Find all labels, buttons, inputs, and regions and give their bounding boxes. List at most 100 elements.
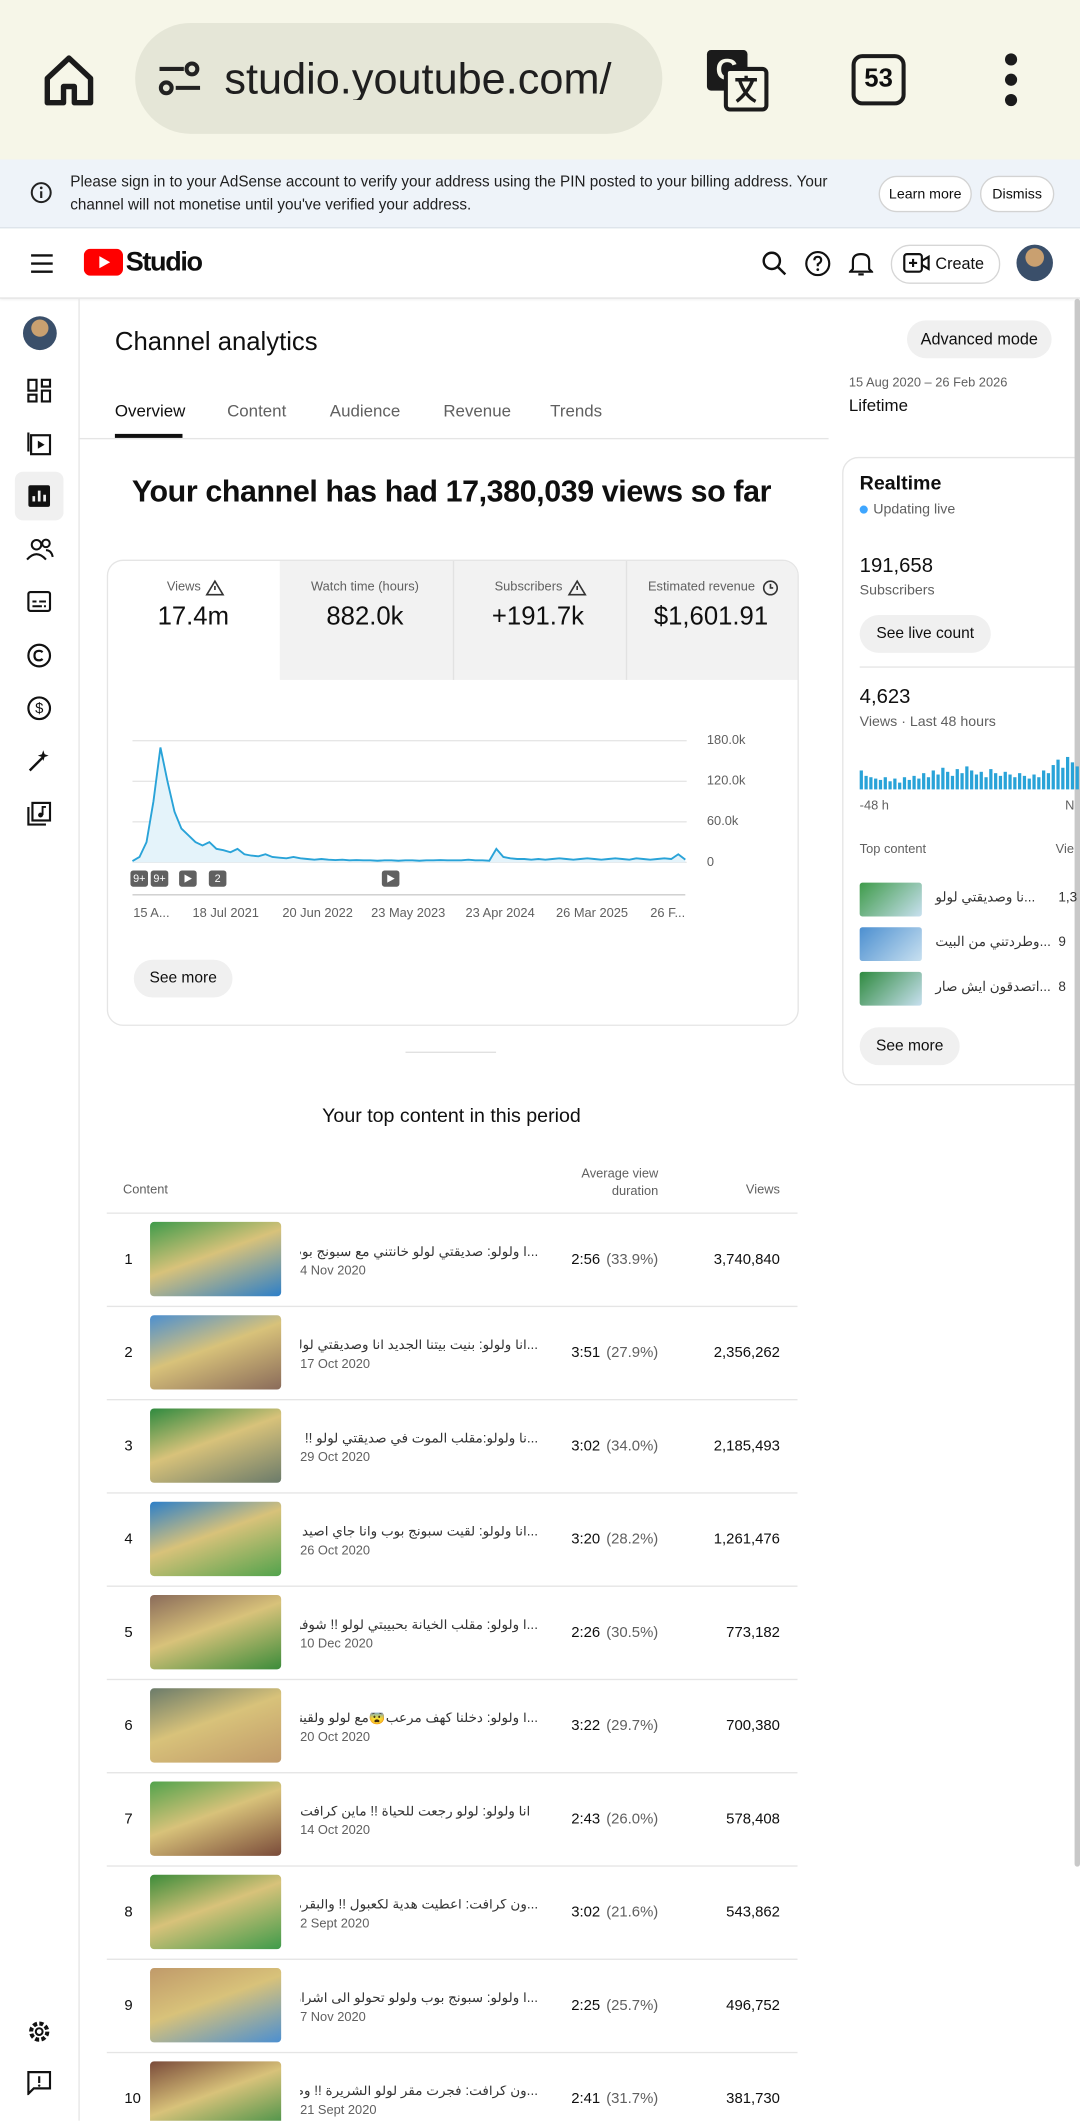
realtime-see-more[interactable]: See more: [859, 1027, 960, 1066]
studio-logo-text[interactable]: Studio: [125, 247, 203, 278]
video-thumbnail[interactable]: [150, 1967, 282, 2042]
url-bar[interactable]: [135, 22, 663, 134]
video-thumbnail[interactable]: [150, 1221, 282, 1296]
url-text[interactable]: studio.youtube.com/: [224, 56, 612, 101]
period[interactable]: Lifetime: [848, 396, 909, 415]
rank: 2: [124, 1344, 133, 1361]
realtime-bar: [912, 775, 916, 790]
video-title[interactable]: ...ون كرافت: فجرت مقر لولو الشريرة !! وص…: [300, 2084, 538, 2099]
metric-value[interactable]: 882.0k: [326, 602, 404, 632]
video-title[interactable]: ...ا ولولو: مقلب الخيانة بحبيبتي لولو !!…: [300, 1618, 538, 1633]
rank: 3: [124, 1437, 133, 1454]
video-thumbnail[interactable]: [150, 1687, 282, 1762]
content-icon[interactable]: [27, 431, 52, 456]
annotation-box: [208, 870, 227, 887]
metric-label[interactable]: Views: [166, 579, 201, 595]
realtime-bar: [989, 769, 993, 790]
realtime-bar: [984, 777, 988, 790]
create-button[interactable]: [890, 244, 1001, 284]
subtitles-icon[interactable]: [27, 590, 52, 613]
video-thumbnail[interactable]: [150, 1874, 282, 1949]
metric-label[interactable]: Estimated revenue: [647, 579, 756, 595]
tab[interactable]: Overview: [114, 401, 186, 421]
video-views: 1,261,476: [713, 1530, 780, 1548]
home-button[interactable]: [41, 51, 98, 108]
tab[interactable]: Audience: [329, 401, 401, 421]
settings-icon[interactable]: [27, 2019, 51, 2043]
live-count-button[interactable]: See live count: [859, 615, 991, 653]
help-button[interactable]: [804, 250, 831, 277]
metric-label[interactable]: Watch time (hours): [310, 579, 419, 595]
video-title[interactable]: ...ا ولولو: دخلنا كهف مرعب😨مع لولو ولقين…: [300, 1711, 538, 1726]
realtime-bar: [1008, 774, 1012, 790]
date-range[interactable]: 15 Aug 2020 – 26 Feb 2026: [848, 375, 1008, 391]
tab-count-box[interactable]: 53: [851, 54, 906, 106]
advanced-mode-button[interactable]: Advanced mode: [906, 320, 1052, 359]
audio-library-icon[interactable]: [27, 801, 52, 826]
item-thumbnail[interactable]: [859, 882, 922, 917]
metric-tab-bg[interactable]: [279, 560, 798, 680]
feedback-icon[interactable]: [27, 2071, 52, 2096]
menu-button[interactable]: [1000, 51, 1022, 108]
x-tick-label: 23 May 2023: [371, 905, 445, 920]
video-title[interactable]: ...ا ولولو: سبونج بوب ولولو تحولو الى اش…: [300, 1991, 538, 2006]
metric-value[interactable]: 17.4m: [157, 602, 229, 632]
analytics-icon[interactable]: [27, 484, 51, 508]
dashboard-icon[interactable]: [27, 378, 52, 403]
video-title[interactable]: ...انا ولولو: بنيت بيتنا الجديد انا وصدي…: [300, 1338, 538, 1353]
video-thumbnail[interactable]: [150, 1314, 282, 1389]
metric-value[interactable]: +191.7k: [491, 602, 585, 632]
item-thumbnail[interactable]: [859, 927, 922, 962]
metric-value[interactable]: $1,601.91: [653, 602, 769, 632]
row-divider: [106, 1585, 798, 1587]
row-divider: [106, 1865, 798, 1867]
dismiss-button[interactable]: Dismiss: [979, 175, 1055, 213]
video-thumbnail[interactable]: [150, 1407, 282, 1483]
item-views: 8: [1058, 979, 1066, 995]
notifications-button[interactable]: [848, 250, 874, 277]
video-thumbnail[interactable]: [150, 1780, 282, 1856]
account-avatar[interactable]: [1016, 244, 1053, 282]
copyright-icon[interactable]: [27, 643, 52, 668]
create-label[interactable]: Create: [935, 254, 985, 274]
video-thumbnail[interactable]: [150, 1594, 282, 1669]
realtime-bar: [960, 773, 964, 790]
item-title[interactable]: ...وطردتني من البيت: [935, 935, 1051, 951]
learn-more-button[interactable]: Learn more: [878, 175, 972, 213]
community-icon[interactable]: [26, 537, 54, 561]
video-date: 7 Nov 2020: [300, 2009, 366, 2025]
video-title[interactable]: ...ا ولولو: صديقتي لولو خانتني مع سبونج …: [300, 1245, 538, 1260]
site-settings-icon[interactable]: [157, 59, 203, 97]
video-title[interactable]: ...انا ولولو: لقيت سبونج بوب وانا جاي اص…: [300, 1525, 538, 1539]
avg-duration: 2:41: [571, 2090, 601, 2107]
video-thumbnail[interactable]: [150, 1501, 282, 1576]
see-more-button[interactable]: See more: [133, 959, 233, 998]
youtube-logo[interactable]: [83, 248, 124, 276]
item-title[interactable]: ...نا وصديقتي لولو: [935, 890, 1036, 906]
realtime-bar: [878, 779, 883, 790]
avg-percent: (34.0%): [606, 1437, 659, 1454]
x-tick-label: 26 Mar 2025: [556, 905, 628, 920]
column-header: Average view duration: [581, 1166, 659, 1199]
realtime-bar: [883, 777, 887, 790]
tab[interactable]: Revenue: [443, 401, 512, 421]
tab[interactable]: Trends: [550, 401, 603, 421]
metric-label[interactable]: Subscribers: [494, 579, 563, 595]
item-thumbnail[interactable]: [859, 971, 922, 1006]
hamburger-menu[interactable]: [30, 253, 54, 275]
channel-avatar[interactable]: [22, 316, 57, 351]
earn-icon[interactable]: $: [27, 696, 52, 721]
video-title[interactable]: ...نا ولولو:مقلب الموت في صديقتي لولو !!…: [300, 1432, 538, 1446]
video-thumbnail[interactable]: [150, 2060, 282, 2121]
video-title[interactable]: انا ولولو: لولو رجعت للحياة !! ماين كراف…: [300, 1805, 531, 1819]
video-views: 773,182: [726, 1624, 780, 1641]
customisation-icon[interactable]: [27, 749, 51, 773]
video-title[interactable]: ...ون كرافت: اعطيت هدية لكعبول !! والبقر…: [300, 1898, 538, 1912]
live-status: Updating live: [873, 501, 956, 518]
item-title[interactable]: ...اتصدقون ايش صار: [935, 979, 1051, 995]
search-button[interactable]: [761, 250, 788, 277]
avg-duration: 2:26: [571, 1624, 601, 1641]
translate-icon[interactable]: G: [704, 47, 769, 112]
tab[interactable]: Content: [227, 401, 287, 421]
avg-duration: 3:20: [571, 1530, 601, 1548]
